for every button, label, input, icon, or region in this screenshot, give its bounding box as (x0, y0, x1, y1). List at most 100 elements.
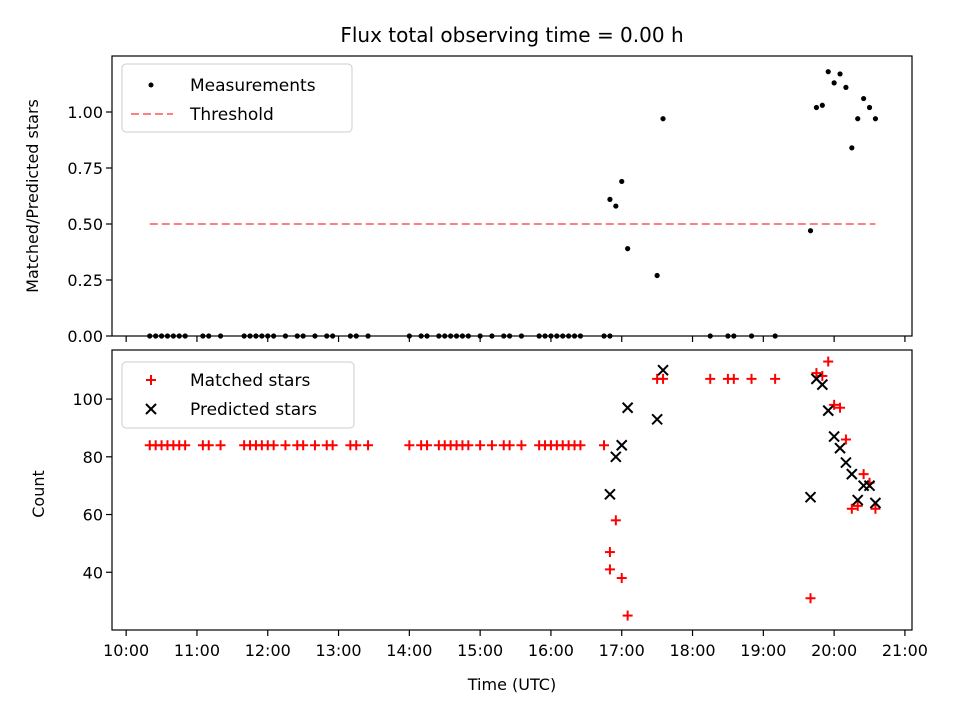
bottom-panel-frame (111, 349, 913, 631)
measurement-point (294, 333, 300, 339)
measurement-point (831, 80, 837, 86)
predicted-star-point (822, 404, 834, 417)
x-tick-label: 16:00 (528, 641, 574, 660)
x-tick-label: 14:00 (386, 641, 432, 660)
matched-star-point (215, 440, 226, 451)
measurement-point (542, 333, 548, 339)
measurement-point (147, 333, 153, 339)
x-tick-label: 19:00 (740, 641, 786, 660)
y-tick-label: 40 (83, 563, 103, 582)
measurement-point (825, 69, 831, 75)
measurement-point (855, 116, 861, 122)
measurement-point (271, 333, 277, 339)
measurement-point (170, 333, 176, 339)
measurement-point (259, 333, 265, 339)
y-tick-label: 1.00 (67, 103, 103, 122)
measurement-point (442, 333, 448, 339)
measurement-point (501, 333, 507, 339)
measurement-point (241, 333, 247, 339)
measurement-point (406, 333, 412, 339)
measurement-point (554, 333, 560, 339)
matched-star-point (203, 440, 214, 451)
measurement-point (176, 333, 182, 339)
x-tick-label: 10:00 (103, 641, 149, 660)
x-tick-label: 13:00 (315, 641, 361, 660)
measurement-point (731, 333, 737, 339)
matched-star-point (280, 440, 291, 451)
matched-star-point (823, 356, 834, 367)
measurement-point (164, 333, 171, 339)
measurement-point (601, 333, 607, 339)
matched-star-point (622, 610, 633, 621)
measurement-point (843, 84, 849, 90)
matched-star-point (870, 503, 881, 514)
measurement-point (247, 333, 253, 339)
top-legend-box (121, 63, 353, 133)
bottom-x-axis: 10:00 11:00 12:00 13:00 14:00 15:00 16:00 17:00… (103, 630, 928, 660)
matched-star-point (840, 434, 851, 445)
measurement-point (453, 333, 460, 339)
measurement-point (866, 104, 873, 111)
predicted-star-point (834, 442, 846, 454)
matched-star-point (504, 440, 515, 451)
measurement-point (158, 333, 165, 339)
y-tick-label: 0.50 (67, 215, 103, 234)
legend-matched-marker (146, 375, 156, 385)
measurement-point (418, 333, 424, 339)
measurement-point (660, 116, 666, 122)
predicted-star-point (610, 451, 622, 463)
matched-star-point (852, 500, 863, 511)
y-tick-label: 80 (83, 448, 103, 467)
bottom-legend: Matched stars Predicted stars (121, 361, 355, 429)
x-tick-label: 18:00 (669, 641, 715, 660)
measurement-point (312, 333, 318, 339)
matched-star-point (604, 547, 615, 558)
measurement-point (353, 333, 359, 339)
matched-star-point (516, 440, 527, 451)
matched-star-point (658, 373, 669, 384)
measurement-point (837, 71, 843, 77)
measurement-point (625, 246, 631, 252)
matched-star-point (463, 440, 474, 451)
bottom-y-axis: 40 60 80 100 (72, 390, 112, 582)
x-tick-label: 11:00 (174, 641, 220, 660)
measurement-point (182, 333, 188, 339)
measurement-point (613, 203, 619, 209)
x-tick-label: 17:00 (599, 641, 645, 660)
measurement-point (489, 333, 495, 339)
bottom-legend-box (121, 361, 355, 429)
predicted-star-point (616, 439, 628, 451)
matched-star-point (327, 440, 338, 451)
top-y-axis-label: Matched/Predicted stars (23, 99, 42, 293)
measurement-point (819, 102, 825, 108)
measurement-point (507, 333, 513, 339)
bottom-y-axis-label: Count (29, 470, 48, 518)
measurement-point (265, 333, 271, 339)
measurement-point (566, 333, 572, 339)
measurement-point (707, 333, 713, 339)
measurement-point (849, 145, 855, 151)
matched-star-point (846, 503, 857, 514)
matched-star-point (616, 573, 627, 584)
measurement-point (424, 333, 430, 339)
predicted-star-point (621, 402, 634, 414)
legend-measurements-marker (148, 82, 154, 88)
measurement-point (465, 333, 471, 339)
top-chart-title: Flux total observing time = 0.00 h (340, 23, 683, 47)
matched-star-point (486, 440, 497, 451)
y-tick-label: 0.25 (67, 271, 103, 290)
measurement-point (436, 333, 442, 339)
matched-star-point (746, 373, 757, 384)
measurement-point (206, 333, 212, 339)
top-legend: Measurements Threshold (121, 63, 353, 133)
legend-threshold-label: Threshold (189, 105, 274, 125)
matched-star-point (180, 440, 191, 451)
matched-star-point (610, 515, 621, 526)
measurement-point (607, 333, 613, 339)
matched-star-point (363, 440, 374, 451)
bottom-x-axis-label: Time (UTC) (467, 675, 556, 694)
measurement-point (607, 196, 613, 202)
measurement-point (153, 333, 159, 339)
legend-predicted-marker (145, 403, 157, 415)
